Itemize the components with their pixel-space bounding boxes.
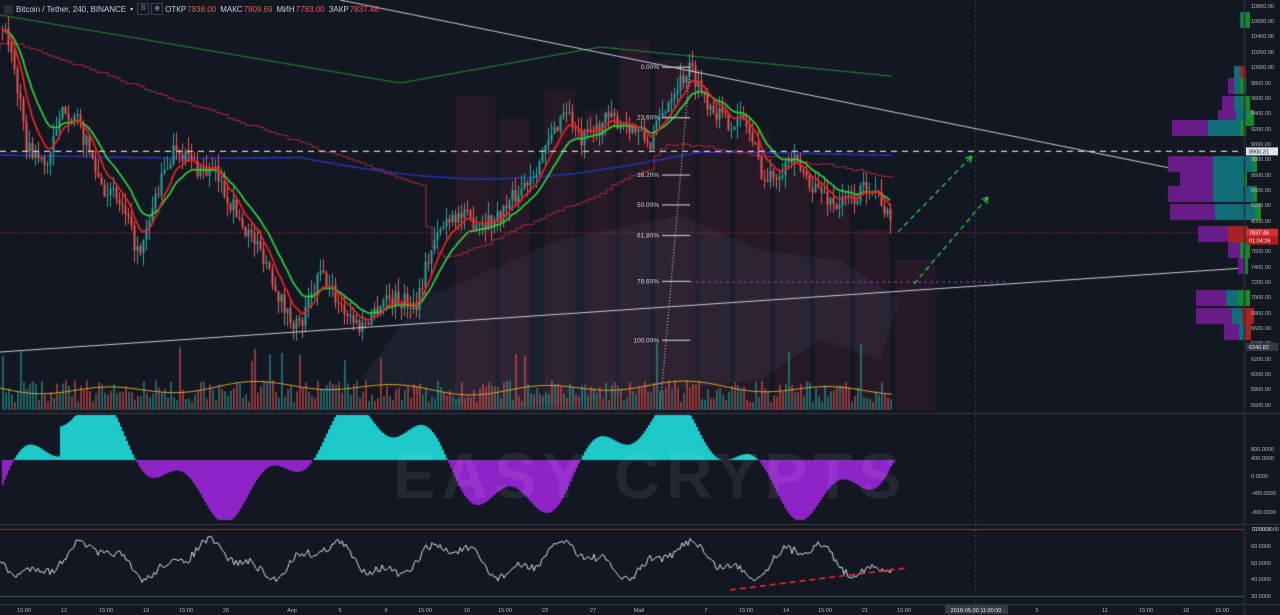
- settings-icon[interactable]: ⚙: [137, 3, 150, 15]
- chart-header: Bitcoin / Tether, 240, BINANCE ▾ ⚙ ◉ ОТК…: [4, 2, 383, 16]
- open-value: 7838.00: [187, 4, 217, 14]
- close-label: ЗАКР: [328, 4, 349, 14]
- symbol-title[interactable]: Bitcoin / Tether, 240, BINANCE: [16, 4, 127, 14]
- high-value: 7909.69: [243, 4, 273, 14]
- low-value: 7783.00: [295, 4, 325, 14]
- low-label: МИН: [276, 4, 295, 14]
- visibility-icon[interactable]: ◉: [151, 3, 164, 15]
- high-label: МАКС: [220, 4, 243, 14]
- symbol-logo-icon: [4, 4, 13, 14]
- chevron-down-icon[interactable]: ▾: [130, 6, 134, 13]
- open-label: ОТКР: [165, 4, 187, 14]
- close-value: 7837.48: [349, 4, 379, 14]
